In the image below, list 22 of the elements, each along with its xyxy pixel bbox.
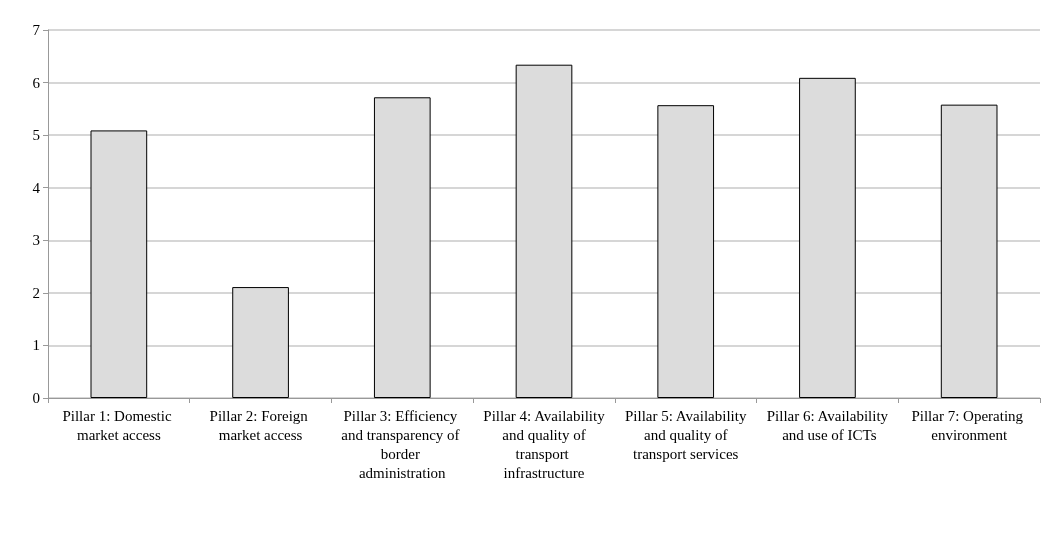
bar — [90, 130, 148, 398]
bar — [657, 105, 715, 398]
y-tick-label: 1 — [32, 337, 40, 354]
y-tick-label: 2 — [32, 284, 40, 301]
x-tick-label: Pillar 6: Availability and use of ICTs — [766, 407, 889, 443]
x-tick-label: Pillar 7: Operating environment — [911, 407, 1027, 443]
x-tick-label: Pillar 3: Efficiency and transparency of border administration — [341, 407, 464, 481]
bar — [373, 97, 431, 398]
x-tick-label: Pillar 5: Availability and quality of transport services — [625, 407, 747, 462]
bar — [232, 287, 289, 398]
y-tick-label: 4 — [32, 179, 41, 196]
bar — [799, 77, 856, 398]
bar — [515, 64, 573, 398]
x-tick-label: Pillar 4: Availability and quality of transport infrastructure — [483, 407, 606, 481]
bar — [940, 104, 998, 398]
y-tick-label: 3 — [32, 232, 40, 249]
y-tick-label: 6 — [32, 74, 41, 91]
y-tick-label: 0 — [32, 390, 40, 406]
x-tick-label: Pillar 2: Foreign market access — [209, 407, 312, 443]
x-tick-label: Pillar 1: Domestic market access — [62, 407, 176, 443]
y-tick-label: 5 — [32, 127, 40, 144]
y-tick-label: 7 — [32, 22, 41, 38]
